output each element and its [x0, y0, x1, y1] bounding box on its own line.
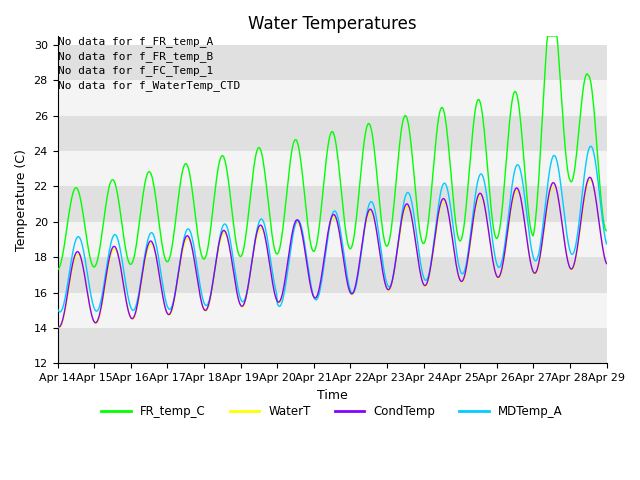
- X-axis label: Time: Time: [317, 389, 348, 402]
- Bar: [58, 222, 607, 257]
- Y-axis label: Temperature (C): Temperature (C): [15, 149, 28, 251]
- Bar: [58, 45, 607, 80]
- Title: Water Temperatures: Water Temperatures: [248, 15, 417, 33]
- Text: No data for f_FC_Temp_1: No data for f_FC_Temp_1: [58, 65, 212, 76]
- Bar: [58, 80, 607, 116]
- Bar: [58, 116, 607, 151]
- Text: No data for f_WaterTemp_CTD: No data for f_WaterTemp_CTD: [58, 80, 240, 91]
- Bar: [58, 257, 607, 293]
- Text: No data for f_FR_temp_B: No data for f_FR_temp_B: [58, 51, 212, 61]
- Legend: FR_temp_C, WaterT, CondTemp, MDTemp_A: FR_temp_C, WaterT, CondTemp, MDTemp_A: [97, 400, 568, 423]
- Text: No data for f_FR_temp_A: No data for f_FR_temp_A: [58, 36, 212, 47]
- Bar: [58, 328, 607, 363]
- Bar: [58, 151, 607, 186]
- Bar: [58, 293, 607, 328]
- Bar: [58, 186, 607, 222]
